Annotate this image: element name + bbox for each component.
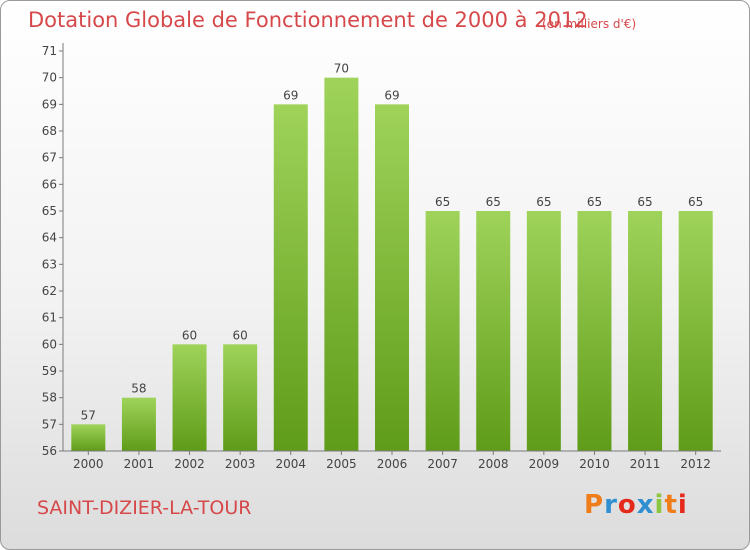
bar-2008	[476, 211, 511, 451]
bar-2000	[71, 424, 106, 451]
y-tick-label: 65	[42, 204, 57, 218]
y-tick-label: 70	[42, 71, 57, 85]
logo-letter: P	[584, 490, 605, 520]
x-tick-label: 2000	[73, 457, 104, 471]
bar-2010	[577, 211, 612, 451]
bar-value-label: 60	[233, 328, 248, 342]
bar-value-label: 65	[688, 195, 703, 209]
x-tick-label: 2003	[225, 457, 256, 471]
x-tick-label: 2004	[275, 457, 306, 471]
y-tick-label: 63	[42, 257, 57, 271]
x-tick-label: 2007	[427, 457, 458, 471]
x-tick-label: 2012	[680, 457, 711, 471]
bar-value-label: 70	[334, 62, 349, 76]
bars: 57 58 60 60 69 70 69 65 65 65 65 65 65	[71, 62, 713, 452]
x-tick-label: 2002	[174, 457, 205, 471]
logo-letter: o	[617, 490, 637, 520]
bar-2007	[425, 211, 460, 451]
x-tick-label: 2008	[478, 457, 509, 471]
bar-2005	[324, 77, 359, 452]
y-tick-label: 61	[42, 311, 57, 325]
bar-2004	[273, 104, 308, 451]
logo-letter: x	[636, 490, 655, 520]
bar-2001	[121, 397, 156, 451]
y-tick-label: 68	[42, 124, 57, 138]
bar-2009	[526, 211, 561, 451]
logo-letter: r	[604, 490, 618, 520]
bar-value-label: 60	[182, 328, 197, 342]
bar-value-label: 65	[486, 195, 501, 209]
x-tick-label: 2001	[124, 457, 155, 471]
chart-title: Dotation Globale de Fonctionnement de 20…	[28, 8, 588, 32]
x-tick-label: 2010	[579, 457, 610, 471]
y-axis: 56 57 58 59 60 61 62 63 64 65 66 67 68 69 70 71	[42, 43, 64, 458]
x-axis: 2000 2001 2002 2003 2004 2005 2006 2007 2008 2009…	[63, 450, 721, 471]
bar-value-label: 65	[587, 195, 602, 209]
commune-name: SAINT-DIZIER-LA-TOUR	[37, 497, 252, 519]
bar-value-label: 65	[435, 195, 450, 209]
y-tick-label: 60	[42, 337, 57, 351]
x-tick-label: 2009	[529, 457, 560, 471]
bar-value-label: 69	[283, 88, 298, 102]
bar-value-label: 58	[131, 382, 146, 396]
y-tick-label: 56	[42, 444, 57, 458]
y-tick-label: 62	[42, 284, 57, 298]
y-tick-label: 69	[42, 97, 57, 111]
y-tick-label: 67	[42, 151, 57, 165]
logo-letter: i	[654, 490, 665, 520]
unit-label: (en milliers d'€)	[542, 17, 637, 31]
x-tick-label: 2006	[377, 457, 408, 471]
bar-value-label: 65	[536, 195, 551, 209]
bar-value-label: 69	[384, 88, 399, 102]
y-tick-label: 64	[42, 231, 57, 245]
logo-letter: t	[664, 490, 678, 520]
bar-2003	[223, 344, 258, 451]
y-tick-label: 66	[42, 177, 57, 191]
bar-2012	[678, 211, 713, 451]
bar-2006	[375, 104, 409, 451]
x-tick-label: 2005	[326, 457, 357, 471]
y-tick-label: 59	[42, 364, 57, 378]
logo-letter: i	[677, 490, 688, 520]
x-tick-label: 2011	[630, 457, 661, 471]
bar-2011	[628, 211, 663, 451]
y-tick-label: 71	[42, 44, 57, 58]
bar-value-label: 57	[81, 408, 96, 422]
proxiti-logo: Proxiti	[584, 490, 688, 520]
y-tick-label: 58	[42, 391, 57, 405]
bar-2002	[172, 344, 207, 451]
bar-value-label: 65	[637, 195, 652, 209]
y-tick-label: 57	[42, 417, 57, 431]
